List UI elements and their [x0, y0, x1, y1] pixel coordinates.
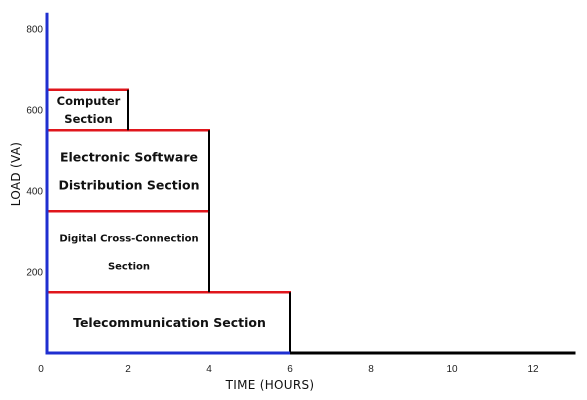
x-tick-label: 2	[125, 364, 131, 375]
axes-layer	[45, 12, 576, 355]
segment-label: Section	[64, 112, 112, 126]
segment-label: Distribution Section	[58, 177, 199, 192]
y-tick-label: 600	[26, 106, 43, 117]
segment-label: Electronic Software	[60, 149, 198, 164]
segments-layer: Telecommunication Section Digital Cross-C…	[47, 88, 291, 353]
x-tick-label: 8	[368, 364, 374, 375]
segment-label: Telecommunication Section	[73, 315, 266, 330]
segment-label: Section	[108, 261, 150, 272]
x-axis-title: TIME (HOURS)	[225, 378, 315, 392]
x-tick-label: 0	[38, 364, 44, 375]
segment-label: Computer	[57, 94, 121, 108]
segment-label: Digital Cross-Connection	[59, 233, 198, 244]
ticks-layer: 0 2 4 6 8 10 12 200 400 600 800	[26, 25, 539, 376]
y-axis-title: LOAD (VA)	[9, 142, 23, 206]
x-tick-label: 10	[446, 364, 458, 375]
y-tick-label: 400	[26, 187, 43, 198]
x-tick-label: 12	[527, 364, 539, 375]
y-tick-label: 200	[26, 268, 43, 279]
x-tick-label: 6	[287, 364, 293, 375]
x-tick-label: 4	[206, 364, 212, 375]
y-tick-label: 800	[26, 25, 43, 36]
